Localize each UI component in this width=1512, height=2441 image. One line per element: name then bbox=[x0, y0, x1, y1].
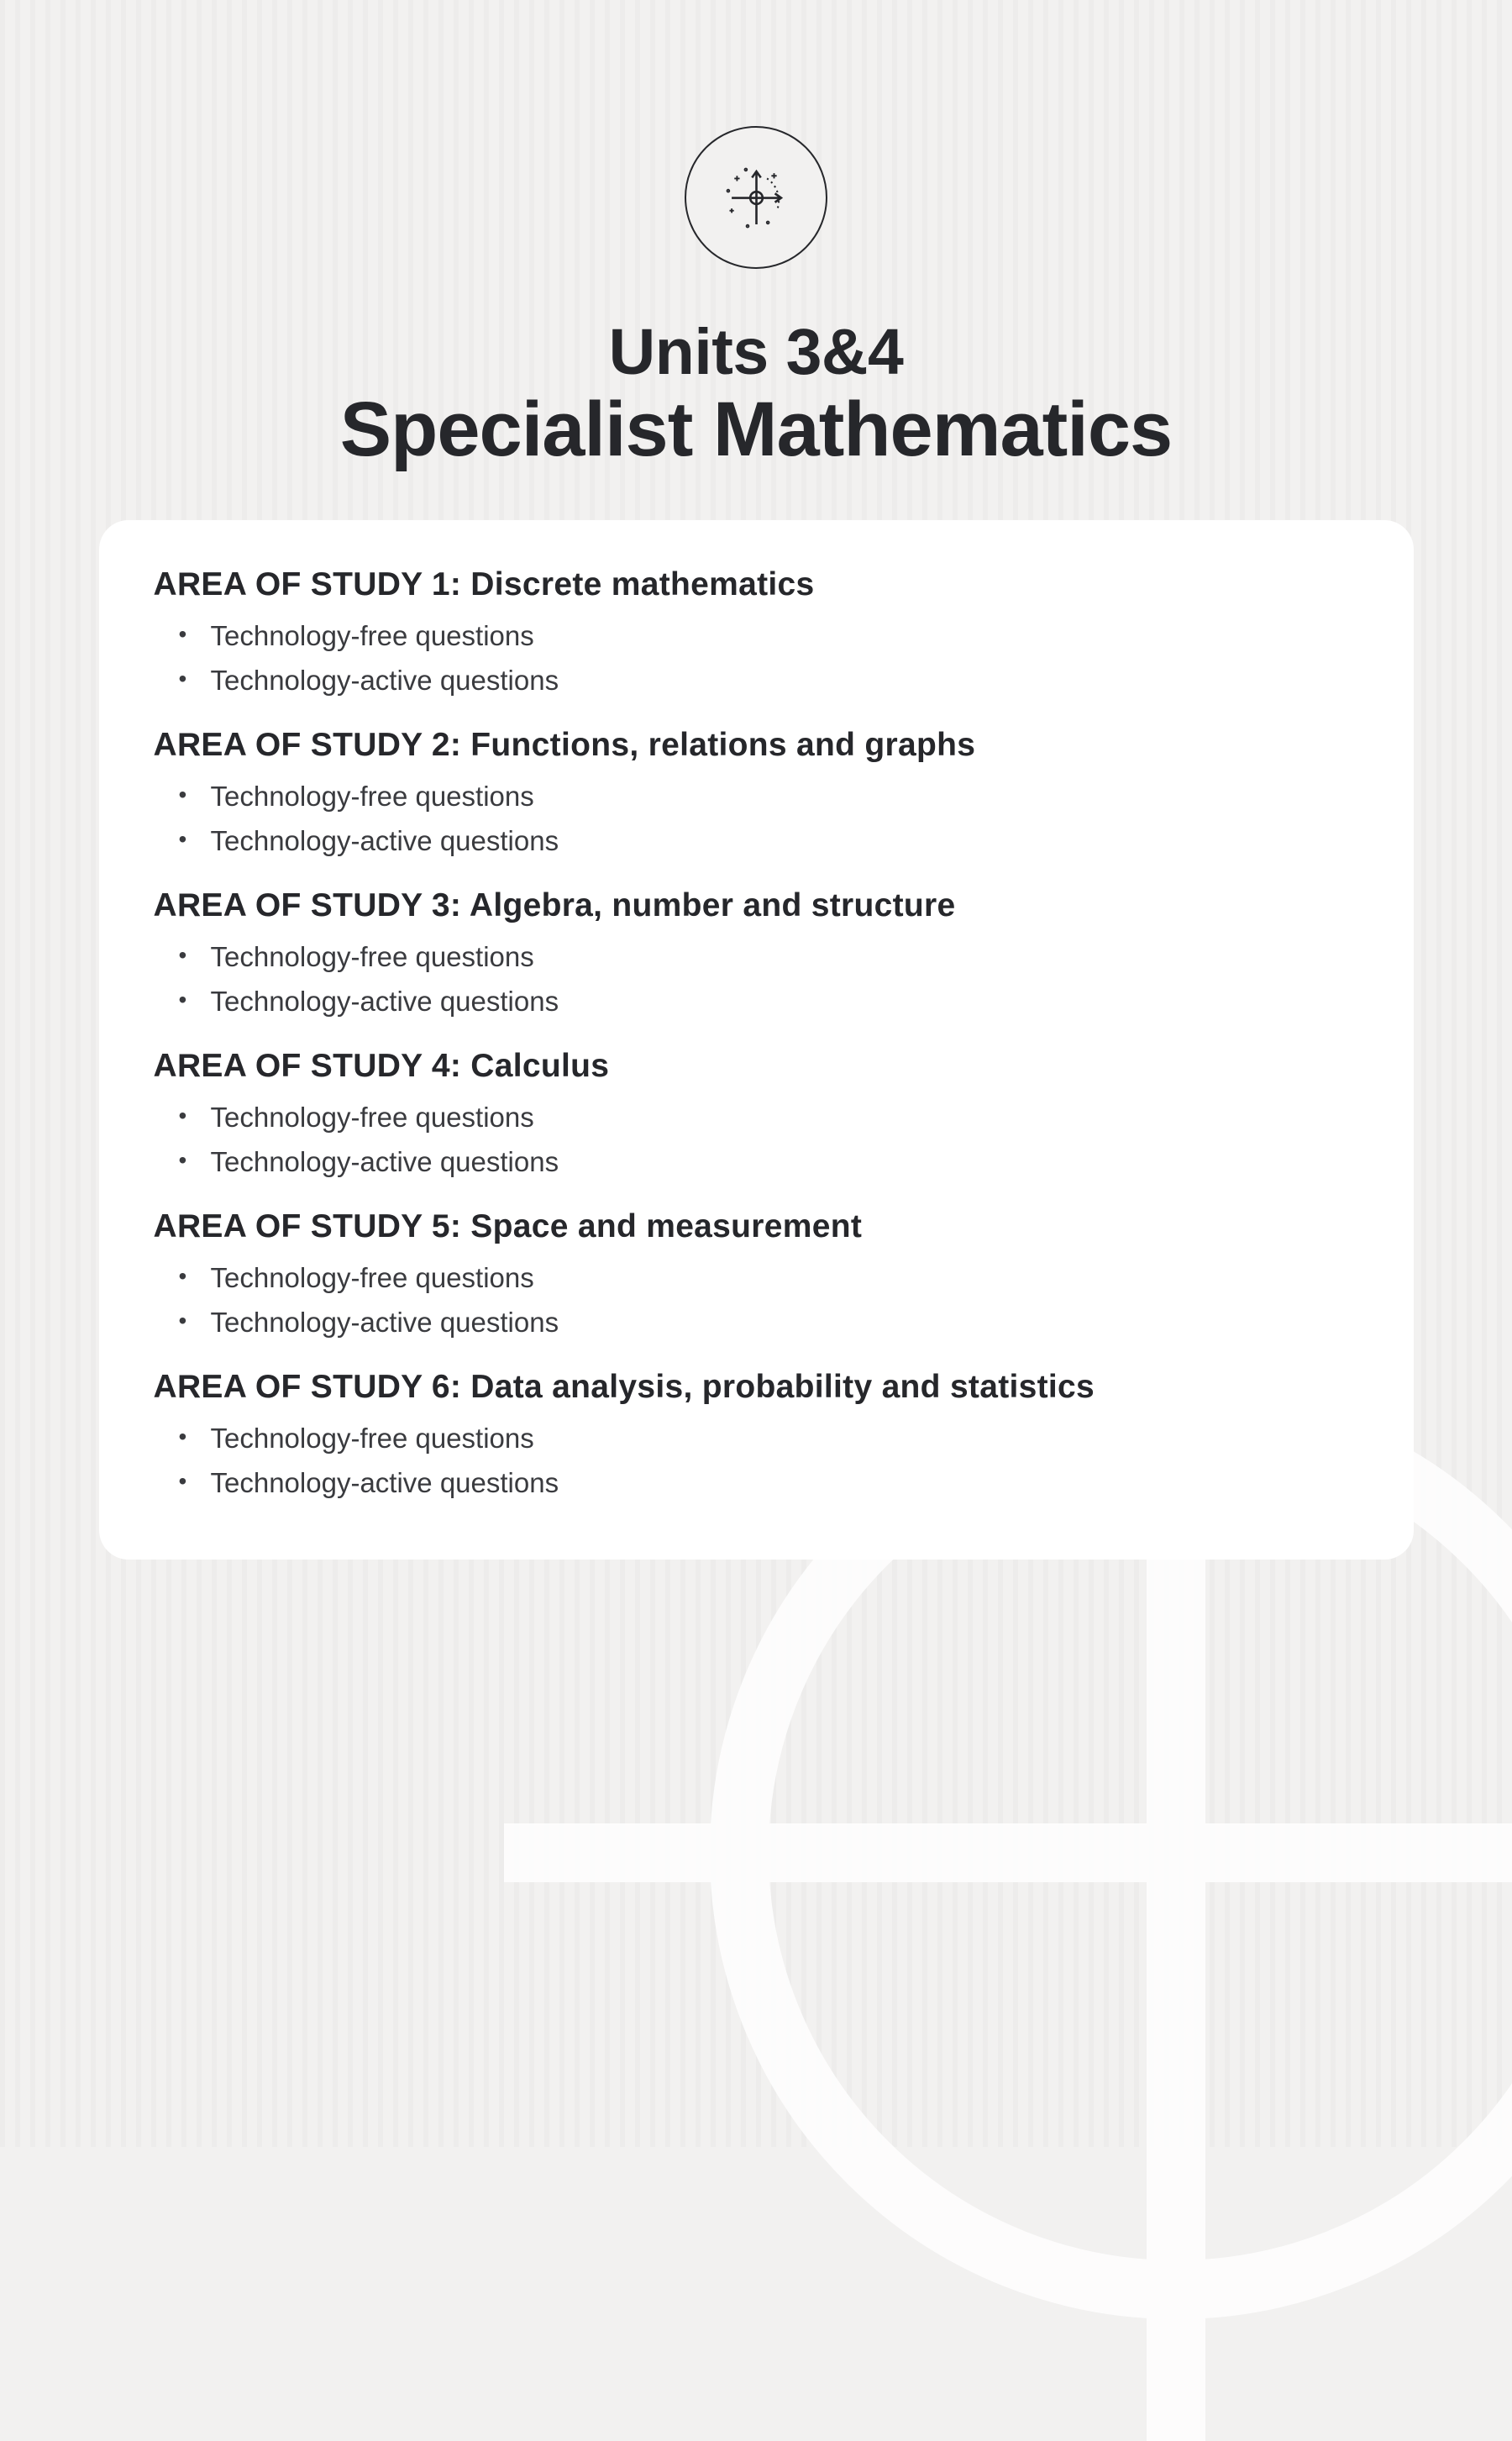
area-title: AREA OF STUDY 1: Discrete mathematics bbox=[154, 566, 1359, 603]
list-item: Technology-free questions bbox=[179, 934, 1359, 979]
area-block: AREA OF STUDY 1: Discrete mathematics Te… bbox=[154, 566, 1359, 703]
area-items: Technology-free questions Technology-act… bbox=[154, 1255, 1359, 1345]
emblem-circle bbox=[685, 126, 827, 269]
area-items: Technology-free questions Technology-act… bbox=[154, 934, 1359, 1024]
list-item: Technology-active questions bbox=[179, 979, 1359, 1023]
list-item: Technology-active questions bbox=[179, 658, 1359, 702]
area-items: Technology-free questions Technology-act… bbox=[154, 1416, 1359, 1506]
list-item: Technology-free questions bbox=[179, 1416, 1359, 1460]
list-item: Technology-free questions bbox=[179, 613, 1359, 658]
area-items: Technology-free questions Technology-act… bbox=[154, 613, 1359, 703]
area-title: AREA OF STUDY 2: Functions, relations an… bbox=[154, 727, 1359, 764]
area-title: AREA OF STUDY 5: Space and measurement bbox=[154, 1208, 1359, 1245]
compass-stars-icon bbox=[712, 154, 801, 242]
area-block: AREA OF STUDY 3: Algebra, number and str… bbox=[154, 887, 1359, 1024]
list-item: Technology-active questions bbox=[179, 1460, 1359, 1505]
heading-units: Units 3&4 bbox=[609, 315, 904, 390]
list-item: Technology-active questions bbox=[179, 1139, 1359, 1184]
heading-title: Specialist Mathematics bbox=[340, 386, 1172, 474]
list-item: Technology-free questions bbox=[179, 1255, 1359, 1300]
list-item: Technology-active questions bbox=[179, 818, 1359, 863]
area-items: Technology-free questions Technology-act… bbox=[154, 1095, 1359, 1185]
area-block: AREA OF STUDY 4: Calculus Technology-fre… bbox=[154, 1048, 1359, 1185]
area-items: Technology-free questions Technology-act… bbox=[154, 774, 1359, 864]
list-item: Technology-free questions bbox=[179, 774, 1359, 818]
contents-card: AREA OF STUDY 1: Discrete mathematics Te… bbox=[99, 520, 1414, 1560]
page-container: Units 3&4 Specialist Mathematics AREA OF… bbox=[0, 0, 1512, 1560]
area-block: AREA OF STUDY 2: Functions, relations an… bbox=[154, 727, 1359, 864]
list-item: Technology-active questions bbox=[179, 1300, 1359, 1344]
area-block: AREA OF STUDY 6: Data analysis, probabil… bbox=[154, 1369, 1359, 1506]
area-title: AREA OF STUDY 3: Algebra, number and str… bbox=[154, 887, 1359, 924]
area-title: AREA OF STUDY 4: Calculus bbox=[154, 1048, 1359, 1085]
list-item: Technology-free questions bbox=[179, 1095, 1359, 1139]
area-title: AREA OF STUDY 6: Data analysis, probabil… bbox=[154, 1369, 1359, 1406]
area-block: AREA OF STUDY 5: Space and measurement T… bbox=[154, 1208, 1359, 1345]
